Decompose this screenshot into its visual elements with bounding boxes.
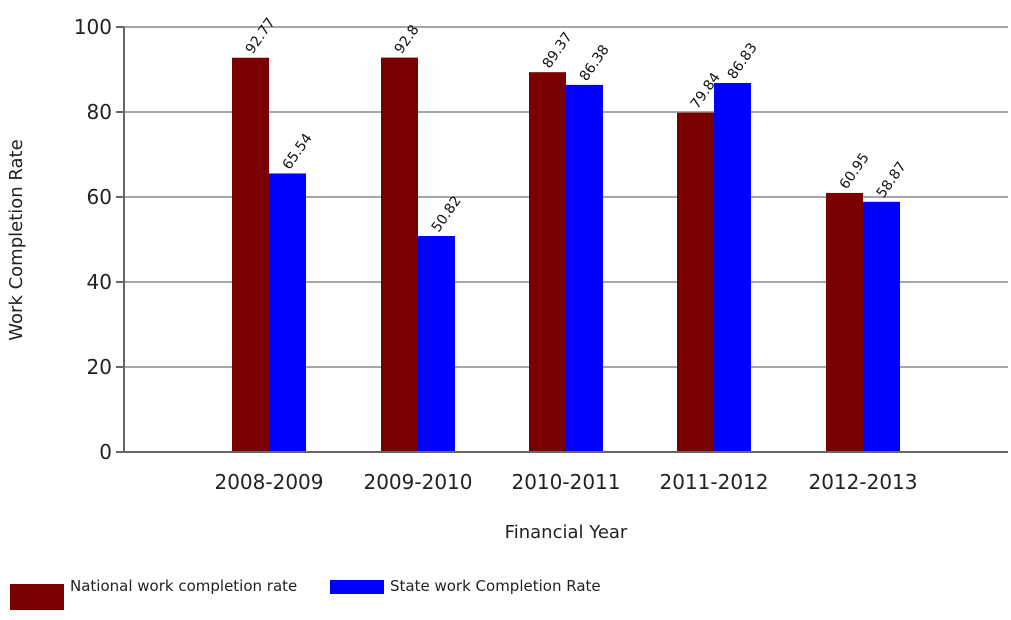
data-label-state: 86.83: [725, 40, 761, 82]
data-label-state: 65.54: [280, 131, 316, 173]
legend-swatch-national: [10, 584, 64, 610]
legend-swatch-state: [330, 580, 384, 594]
bar-state: [714, 82, 751, 452]
bar-national: [232, 57, 269, 452]
legend-label-national: National work completion rate: [70, 577, 298, 595]
y-tick-label: 40: [87, 270, 112, 294]
legend: National work completion rate State work…: [10, 578, 601, 610]
bar-national: [381, 57, 418, 452]
data-label-state: 50.82: [429, 193, 465, 235]
legend-item-state: State work Completion Rate: [330, 578, 601, 595]
bar-state: [418, 236, 455, 452]
y-tick-label: 0: [99, 440, 112, 464]
x-tick-label: 2011-2012: [659, 470, 768, 494]
y-tick-label: 80: [87, 100, 112, 124]
data-label-national: 89.37: [540, 29, 576, 71]
bar-state: [269, 173, 306, 452]
y-tick-label: 20: [87, 355, 112, 379]
x-axis-title: Financial Year: [505, 522, 628, 543]
data-label-national: 92.77: [243, 15, 279, 57]
data-label-state: 58.87: [874, 159, 910, 201]
legend-item-national: National work completion rate: [10, 578, 320, 610]
y-axis-title: Work Completion Rate: [6, 139, 27, 340]
axes: [123, 27, 1008, 453]
x-tick-label: 2010-2011: [511, 470, 620, 494]
bar-state: [566, 84, 603, 452]
bar-national: [677, 112, 714, 453]
bar-national: [826, 192, 863, 452]
x-tick-label: 2012-2013: [808, 470, 917, 494]
x-tick-label: 2008-2009: [214, 470, 323, 494]
y-tick-label: 60: [87, 185, 112, 209]
data-label-state: 86.38: [577, 42, 613, 84]
bar-state: [863, 201, 900, 452]
x-tick-labels: 2008-2009 2009-2010 2010-2011 2011-2012 2012…: [214, 470, 917, 494]
y-tick-label: 100: [74, 15, 112, 39]
legend-label-state: State work Completion Rate: [390, 577, 601, 595]
bars: [232, 57, 900, 453]
bar-national: [529, 72, 566, 453]
y-tick-labels: 0 20 40 60 80 100: [74, 15, 124, 464]
data-label-national: 60.95: [837, 150, 873, 192]
x-tick-label: 2009-2010: [363, 470, 472, 494]
